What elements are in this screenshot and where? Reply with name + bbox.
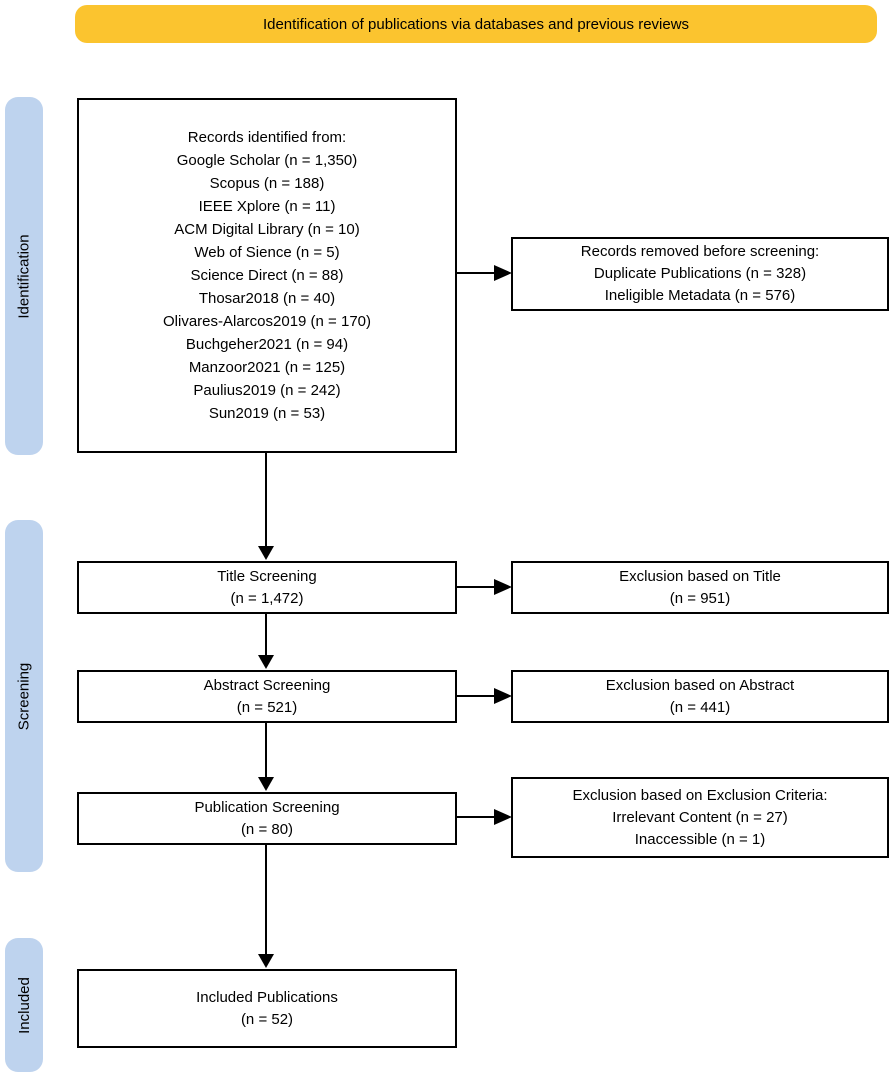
box-text-line: Duplicate Publications (n = 328) <box>593 265 807 282</box>
box-text-line: Google Scholar (n = 1,350) <box>176 152 358 169</box>
arrowhead-down-icon <box>258 954 274 968</box>
box-text-line: Buchgeher2021 (n = 94) <box>185 336 349 353</box>
box-text-line: (n = 80) <box>240 820 294 838</box>
box-included-publications: Included Publications (n = 52) <box>77 969 457 1048</box>
box-text-line: IEEE Xplore (n = 11) <box>198 198 336 215</box>
banner-title: Identification of publications via datab… <box>262 15 690 33</box>
box-text-line: Records identified from: <box>187 129 347 146</box>
box-text-line: Publication Screening <box>194 798 340 816</box>
box-text-line: (n = 951) <box>669 589 731 607</box>
box-text-line: Records removed before screening: <box>580 243 820 260</box>
box-text-line: Science Direct (n = 88) <box>190 267 344 284</box>
box-text-line: (n = 52) <box>240 1010 294 1028</box>
banner: Identification of publications via datab… <box>75 5 877 43</box>
stage-label-included: Included <box>15 976 33 1034</box>
box-text-line: Exclusion based on Title <box>619 567 781 585</box>
box-exclusion-criteria: Exclusion based on Exclusion Criteria: I… <box>511 777 889 858</box>
stage-label-identification: Identification <box>15 233 33 319</box>
box-text-line: Olivares-Alarcos2019 (n = 170) <box>162 313 371 330</box>
box-text-line: Title Screening <box>217 567 317 585</box>
box-records-removed: Records removed before screening: Duplic… <box>511 237 889 311</box>
box-publication-screening: Publication Screening (n = 80) <box>77 792 457 845</box>
arrowhead-right-icon <box>494 809 512 825</box>
box-text-line: Inaccessible (n = 1) <box>634 830 766 848</box>
arrow-publication-to-included <box>265 845 267 954</box>
box-text-line: Sun2019 (n = 53) <box>208 405 326 422</box>
arrowhead-down-icon <box>258 655 274 669</box>
stage-bar-included: Included <box>5 938 43 1072</box>
box-text-line: ACM Digital Library (n = 10) <box>174 221 360 238</box>
box-text-line: Web of Sience (n = 5) <box>194 244 340 261</box>
arrowhead-right-icon <box>494 579 512 595</box>
box-text-line: (n = 521) <box>236 698 298 716</box>
box-text-line: Ineligible Metadata (n = 576) <box>604 287 796 304</box>
arrowhead-right-icon <box>494 688 512 704</box>
box-text-line: Thosar2018 (n = 40) <box>198 290 336 307</box>
arrow-abstract-to-exclusion <box>456 695 494 697</box>
box-abstract-screening: Abstract Screening (n = 521) <box>77 670 457 723</box>
arrow-title-to-abstract-screening <box>265 614 267 655</box>
arrow-records-to-title-screening <box>265 453 267 546</box>
box-text-line: Exclusion based on Abstract <box>605 676 795 694</box>
box-text-line: (n = 441) <box>669 698 731 716</box>
arrowhead-down-icon <box>258 546 274 560</box>
box-text-line: Scopus (n = 188) <box>209 175 325 192</box>
arrow-title-to-exclusion <box>456 586 494 588</box>
box-text-line: Paulius2019 (n = 242) <box>193 382 341 399</box>
arrowhead-right-icon <box>494 265 512 281</box>
arrowhead-down-icon <box>258 777 274 791</box>
box-text-line: Abstract Screening <box>203 676 331 694</box>
box-records-identified: Records identified from: Google Scholar … <box>77 98 457 453</box>
arrow-abstract-to-publication-screening <box>265 723 267 777</box>
box-title-screening: Title Screening (n = 1,472) <box>77 561 457 614</box>
box-text-line: Manzoor2021 (n = 125) <box>188 359 346 376</box>
box-text-line: (n = 1,472) <box>230 589 304 607</box>
box-exclusion-title: Exclusion based on Title (n = 951) <box>511 561 889 614</box>
stage-label-screening: Screening <box>15 662 33 730</box>
stage-bar-identification: Identification <box>5 97 43 455</box>
box-text-line: Exclusion based on Exclusion Criteria: <box>572 786 828 804</box>
box-text-line: Irrelevant Content (n = 27) <box>612 808 788 826</box>
arrow-publication-to-exclusion <box>456 816 494 818</box>
arrow-records-to-removed <box>456 272 494 274</box>
stage-bar-screening: Screening <box>5 520 43 872</box>
box-exclusion-abstract: Exclusion based on Abstract (n = 441) <box>511 670 889 723</box>
box-text-line: Included Publications <box>196 988 338 1006</box>
